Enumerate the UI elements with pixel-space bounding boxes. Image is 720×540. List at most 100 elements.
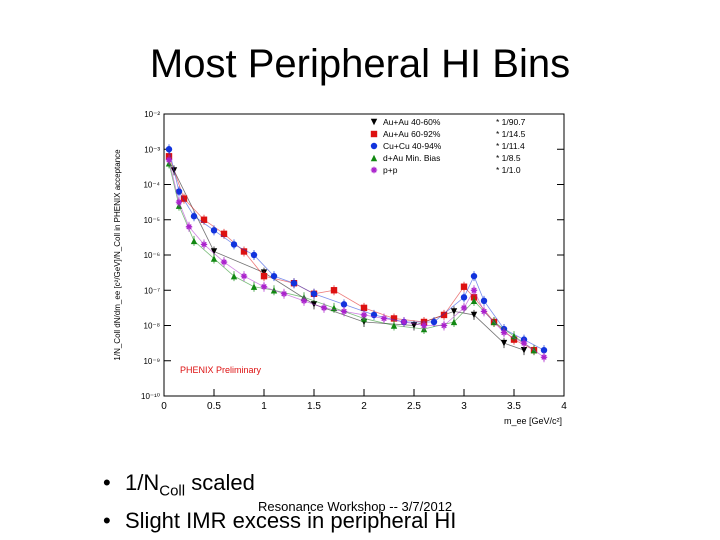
y-tick-label: 10⁻²	[144, 110, 160, 119]
data-point	[260, 283, 268, 290]
data-point	[440, 311, 448, 319]
y-tick-label: 10⁻¹⁰	[141, 392, 160, 401]
legend-marker	[370, 166, 378, 174]
data-point	[520, 346, 528, 354]
dielectron-mass-chart: 0 0.5 1 1.5 2 2.5 3 3.5 4 10⁻² 10⁻³ 10⁻⁴ 10⁻⁵ 10⁻⁶ 10⁻…	[113, 110, 567, 426]
data-point	[340, 301, 348, 308]
bullet-item: • Slight IMR excess in peripheral HI	[103, 508, 456, 534]
data-point	[460, 294, 468, 301]
data-point	[540, 354, 548, 361]
data-point	[400, 318, 408, 326]
data-point	[470, 287, 478, 294]
data-point	[320, 304, 328, 312]
y-tick-label: 10⁻⁵	[144, 216, 160, 225]
bullet-text: Slight IMR excess in peripheral HI	[125, 508, 457, 533]
data-point	[260, 272, 268, 280]
x-tick-label: 0.5	[207, 401, 221, 412]
legend-entry-label: p+p	[383, 165, 398, 175]
data-point	[460, 304, 468, 312]
x-tick-label: 1	[261, 401, 267, 412]
data-point	[270, 272, 278, 280]
x-tick-label: 2	[361, 401, 367, 412]
data-point	[390, 315, 398, 322]
data-point	[470, 297, 478, 305]
x-tick-label: 0	[161, 401, 167, 412]
legend-entry-scale: * 1/90.7	[496, 117, 526, 127]
chart-annotation: PHENIX Preliminary	[180, 365, 262, 375]
x-tick-label: 1.5	[307, 401, 321, 412]
y-tick-label: 10⁻⁸	[144, 322, 161, 331]
data-point	[250, 283, 258, 290]
data-point	[330, 287, 338, 294]
data-point	[420, 322, 428, 329]
data-point	[210, 248, 218, 255]
legend-marker	[370, 118, 378, 126]
data-point	[185, 223, 193, 230]
y-tick-label: 10⁻⁴	[143, 181, 160, 190]
y-tick-label: 10⁻⁶	[144, 251, 160, 260]
data-point	[175, 198, 183, 206]
data-point	[380, 315, 388, 322]
data-point	[280, 290, 288, 297]
legend-entry-scale: * 1/1.0	[496, 165, 521, 175]
data-point	[460, 283, 468, 290]
data-point	[210, 227, 218, 234]
y-axis-label: 1/N_Coll dN/dm_ee [c²/GeV]/N_Coll in PHE…	[113, 149, 122, 361]
data-point	[250, 251, 258, 259]
data-point	[430, 318, 438, 326]
data-point	[190, 237, 198, 245]
data-point	[220, 258, 228, 266]
legend-marker	[370, 142, 378, 150]
legend-marker	[370, 130, 378, 138]
data-point	[220, 230, 228, 238]
data-point	[480, 297, 488, 305]
data-point	[450, 318, 458, 326]
data-point	[190, 213, 198, 220]
x-tick-label: 3	[461, 401, 467, 412]
legend-entry-label: Au+Au 40-60%	[383, 117, 441, 127]
data-point	[210, 255, 218, 262]
data-point	[180, 195, 188, 202]
data-point	[480, 308, 488, 315]
x-tick-label: 3.5	[507, 401, 521, 412]
data-point	[540, 346, 548, 354]
data-point	[200, 241, 208, 248]
data-point	[520, 339, 528, 347]
data-point	[230, 241, 238, 248]
y-tick-label: 10⁻⁷	[144, 286, 160, 295]
data-point	[165, 146, 173, 153]
data-point	[510, 332, 518, 340]
bullet-text-post: scaled	[185, 470, 255, 495]
data-point	[230, 272, 238, 280]
series-line	[173, 170, 525, 351]
data-point	[240, 272, 248, 280]
legend-marker	[370, 154, 378, 162]
legend-entry-label: Cu+Cu 40-94%	[383, 141, 442, 151]
y-tick-label: 10⁻³	[144, 145, 160, 154]
data-point	[450, 308, 458, 315]
data-point	[500, 339, 508, 347]
data-point	[165, 156, 173, 164]
data-point	[290, 280, 298, 287]
bullet-text-sub: Coll	[159, 482, 186, 500]
series-line	[168, 156, 535, 351]
plot-frame	[163, 113, 565, 397]
data-point	[240, 248, 248, 255]
data-point	[175, 188, 183, 195]
legend-entry-label: d+Au Min. Bias	[383, 153, 440, 163]
footer-text: Resonance Workshop -- 3/7/2012	[258, 499, 453, 514]
x-tick-label: 2.5	[407, 401, 421, 412]
x-tick-label: 4	[561, 401, 567, 412]
data-point	[200, 216, 208, 223]
bullet-item: • 1/NColl scaled	[103, 470, 255, 499]
data-point	[500, 329, 508, 336]
legend-entry-scale: * 1/8.5	[496, 153, 521, 163]
data-point	[310, 290, 318, 297]
slide-title: Most Peripheral HI Bins	[149, 42, 571, 86]
data-point	[340, 308, 348, 315]
bullet-marker: •	[103, 508, 111, 533]
series-line	[168, 159, 545, 358]
data-point	[390, 322, 398, 329]
data-point	[470, 272, 478, 280]
bullet-text-pre: 1/N	[125, 470, 160, 495]
